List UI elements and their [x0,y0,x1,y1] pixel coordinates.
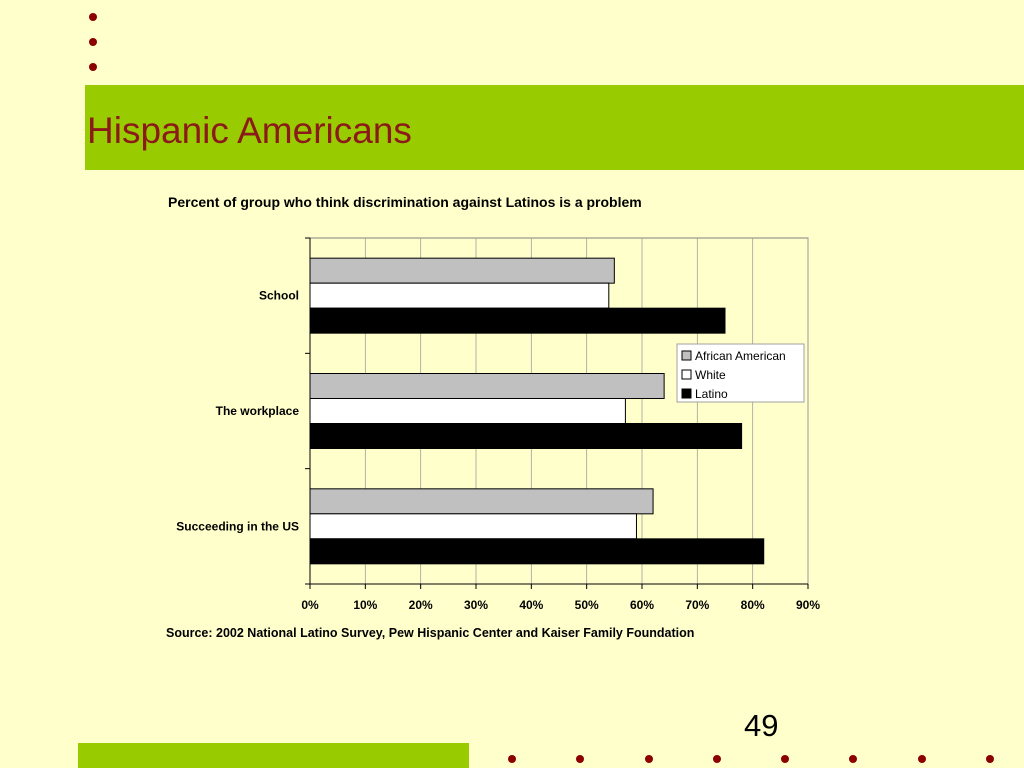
bar-latino [309,423,743,449]
legend-label: White [695,368,726,382]
bullet-dot [89,13,97,21]
x-tick-label: 10% [353,598,377,612]
bullet-dot [849,755,857,763]
bar-african-american [309,373,665,399]
bullet-dot [89,63,97,71]
legend-swatch [681,388,692,399]
bullet-dot [89,38,97,46]
bullet-dot [645,755,653,763]
x-tick-label: 20% [409,598,433,612]
legend [676,343,805,403]
x-tick-label: 90% [796,598,820,612]
bar-latino [309,307,726,334]
category-label: Succeeding in the US [176,519,299,533]
x-tick-label: 50% [575,598,599,612]
bullet-dot [576,755,584,763]
legend-label: Latino [695,387,728,401]
slide-title: Hispanic Americans [87,110,412,151]
bar-african-american [309,257,615,284]
bullet-dot [781,755,789,763]
x-tick-label: 30% [464,598,488,612]
category-label: School [259,289,299,303]
bar-white [309,282,610,309]
chart-title: Percent of group who think discriminatio… [168,194,642,210]
footer-bar [78,743,469,768]
bullet-dot [986,755,994,763]
bar-white [309,513,637,540]
chart-source: Source: 2002 National Latino Survey, Pew… [166,626,695,640]
x-tick-label: 40% [519,598,543,612]
bullet-dot [508,755,516,763]
x-tick-label: 80% [741,598,765,612]
page-number: 49 [744,708,779,743]
legend-label: African American [695,349,786,363]
bar-african-american [309,488,654,515]
x-tick-label: 70% [685,598,709,612]
bullet-dot [918,755,926,763]
x-tick-label: 0% [301,598,319,612]
legend-swatch [681,350,692,361]
bar-latino [309,538,765,565]
bullet-dot [713,755,721,763]
category-label: The workplace [216,404,300,418]
x-tick-label: 60% [630,598,654,612]
title-bar [85,85,1024,170]
bar-white [309,398,626,424]
legend-swatch [681,369,692,380]
